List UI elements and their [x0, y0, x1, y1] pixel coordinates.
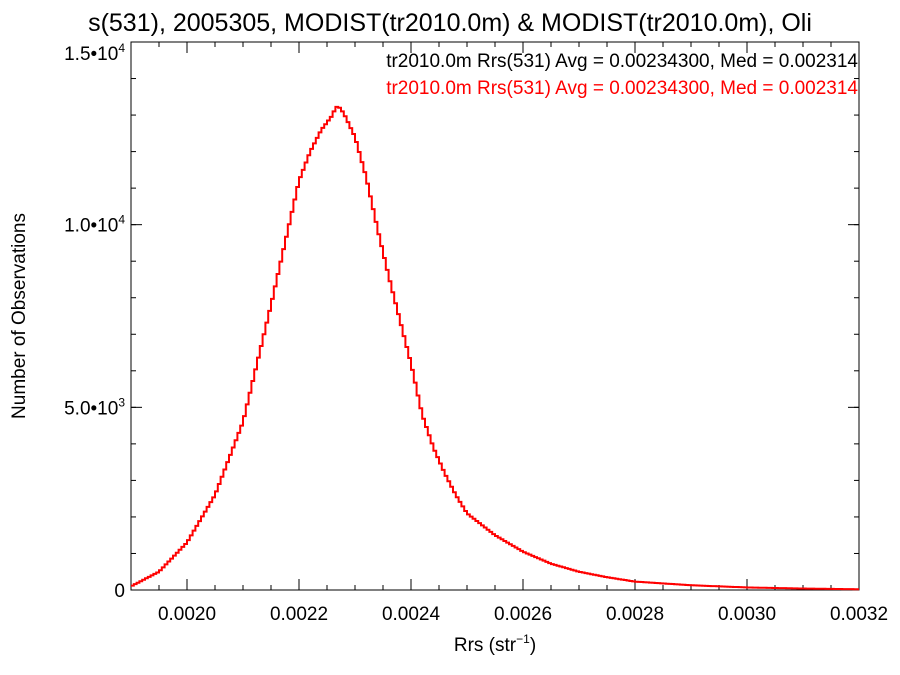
y-axis-ticks	[131, 41, 859, 591]
y-axis-label: Number of Observations	[9, 213, 30, 419]
x-tick-label: 0.0026	[494, 604, 552, 625]
y-tick-label: 0	[114, 581, 125, 602]
series-line	[131, 105, 859, 591]
legend-entry-1: tr2010.0m Rrs(531) Avg = 0.00234300, Med…	[386, 51, 858, 72]
legend-entry-2: tr2010.0m Rrs(531) Avg = 0.00234300, Med…	[386, 78, 858, 99]
x-axis-label-close: )	[530, 635, 536, 656]
x-tick-label: 0.0028	[606, 604, 664, 625]
y-axis-tick-labels: 0 5.0•103 1.0•104 1.5•104	[64, 41, 125, 602]
x-tick-label: 0.0032	[830, 604, 888, 625]
x-tick-label: 0.0030	[718, 604, 776, 625]
x-tick-label: 0.0022	[270, 604, 328, 625]
x-axis-label: Rrs (str−1)	[454, 632, 536, 656]
y-tick-label: 1.0•104	[64, 213, 125, 237]
x-axis-label-superscript: −1	[516, 632, 530, 646]
x-axis-ticks	[130, 42, 860, 590]
y-tick-label: 5.0•103	[64, 395, 125, 419]
x-tick-label: 0.0024	[382, 604, 441, 625]
chart-title: s(531), 2005305, MODIST(tr2010.0m) & MOD…	[88, 9, 812, 37]
x-tick-label: 0.0020	[158, 604, 216, 625]
plot-frame	[130, 41, 860, 591]
x-axis-label-text: Rrs (str	[454, 635, 517, 656]
x-axis-tick-labels: 0.0020 0.0022 0.0024 0.0026 0.0028 0.0030 0.00…	[158, 604, 888, 625]
y-tick-label: 1.5•104	[64, 41, 125, 65]
